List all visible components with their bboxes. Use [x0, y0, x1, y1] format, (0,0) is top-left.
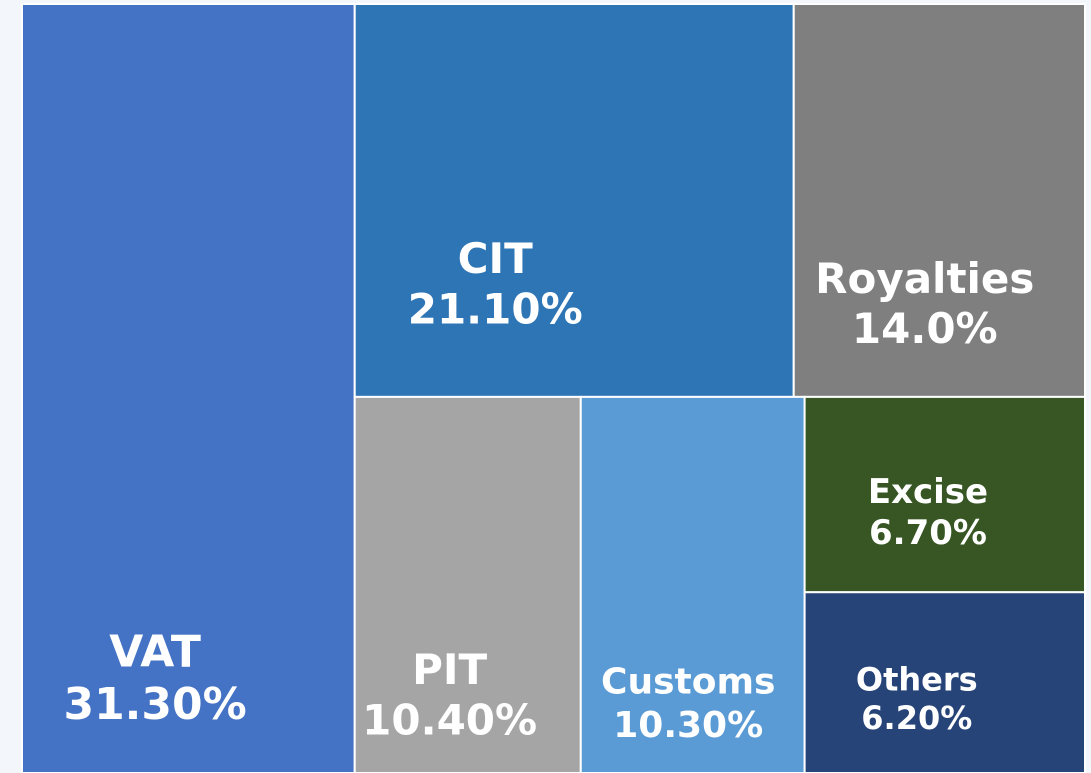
tile-value-label: 21.10%	[408, 285, 583, 334]
tile-value-label: 31.30%	[63, 679, 246, 730]
treemap-tile	[353, 3, 795, 398]
tile-label: Excise	[868, 472, 988, 512]
tile-value-label: 14.0%	[852, 304, 998, 353]
treemap-tile	[803, 395, 1086, 594]
tile-value-label: 6.20%	[861, 699, 972, 737]
tile-label: Customs	[601, 662, 775, 703]
tile-label: Royalties	[815, 254, 1034, 303]
tile-label: VAT	[109, 626, 201, 677]
tile-label: CIT	[458, 234, 533, 283]
treemap-tile	[803, 591, 1086, 773]
tile-label: Others	[856, 660, 978, 698]
treemap-tile	[21, 3, 356, 773]
treemap-tile	[579, 395, 806, 773]
treemap-tile	[353, 395, 582, 773]
tile-label: PIT	[412, 645, 487, 694]
tile-value-label: 10.30%	[613, 705, 763, 746]
tile-value-label: 10.40%	[362, 695, 537, 744]
tile-value-label: 6.70%	[869, 513, 987, 553]
